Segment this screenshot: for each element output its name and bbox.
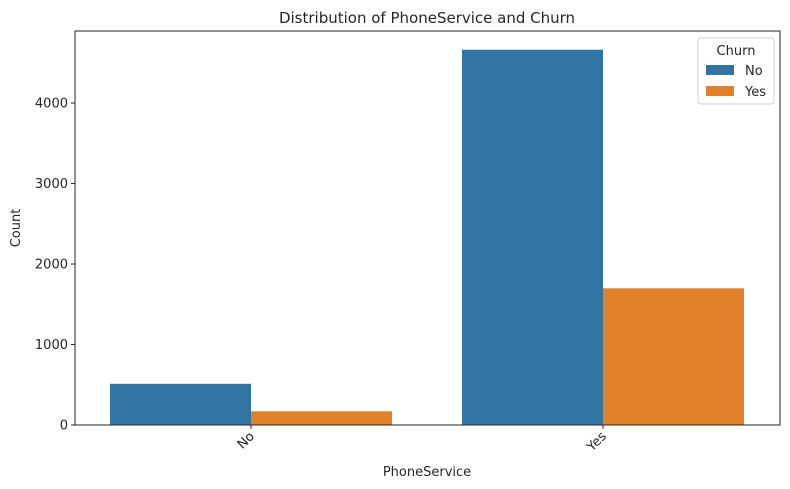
legend-swatch-yes [706,86,734,96]
legend-label-no: No [745,64,763,79]
legend-title: Churn [717,44,756,59]
legend: Churn No Yes [698,38,774,104]
y-tick-label: 3000 [35,177,68,192]
legend-label-yes: Yes [744,85,766,100]
bar-yes-churn-no [462,50,603,425]
y-tick-label: 4000 [35,97,68,112]
legend-swatch-no [706,65,734,75]
chart-title: Distribution of PhoneService and Churn [279,9,575,27]
bar-no-churn-yes [251,411,392,425]
y-tick-label: 2000 [35,258,68,273]
y-tick-label: 1000 [35,338,68,353]
y-tick-label: 0 [60,419,68,434]
bar-yes-churn-yes [603,288,744,425]
x-axis-title: PhoneService [383,465,471,480]
bar-no-churn-no [110,384,251,425]
y-axis-title: Count [9,209,24,248]
